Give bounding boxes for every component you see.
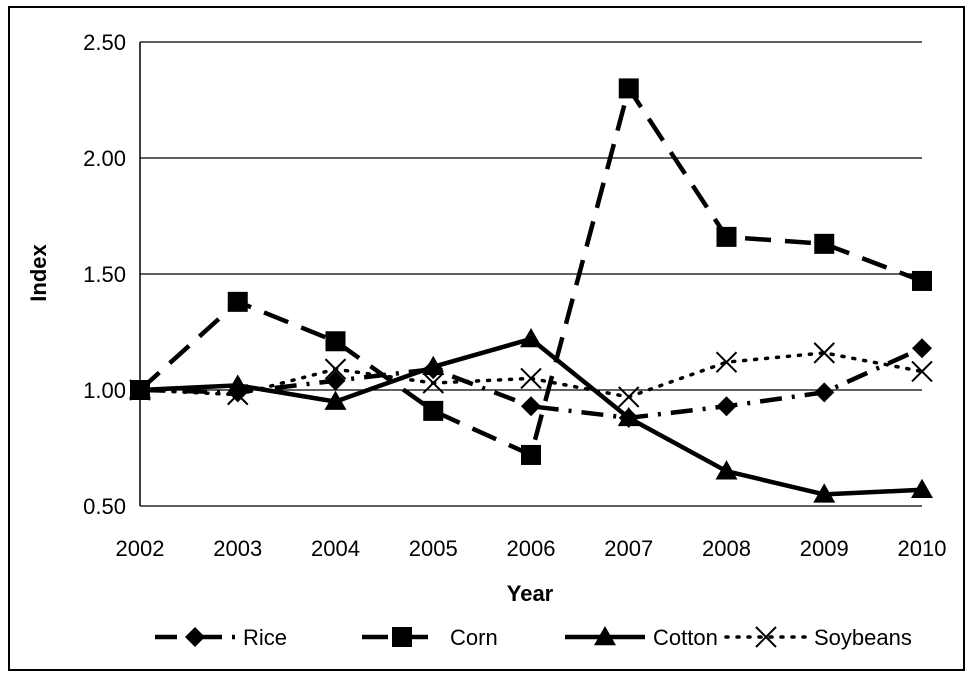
point-cotton-2007 bbox=[617, 406, 640, 427]
point-cotton-2008 bbox=[715, 460, 738, 480]
point-corn-2010 bbox=[912, 270, 932, 291]
point-corn-2003 bbox=[227, 291, 248, 312]
point-soybeans-2006-stroke-b bbox=[520, 367, 542, 390]
point-soybeans-2006 bbox=[520, 367, 542, 390]
gridlines bbox=[139, 41, 922, 507]
y-axis-title: Index bbox=[26, 244, 51, 302]
y-tick-label-1: 1.00 bbox=[83, 378, 126, 403]
point-cotton-2005 bbox=[422, 355, 445, 376]
point-soybeans-2008 bbox=[715, 351, 738, 373]
legend: Rice Corn Cotton Soybeans bbox=[155, 625, 912, 650]
point-corn-2009 bbox=[814, 233, 835, 254]
point-rice-2009 bbox=[814, 382, 835, 403]
y-tick-label-2: 1.50 bbox=[83, 262, 126, 287]
x-tick-label-6: 2008 bbox=[702, 536, 751, 561]
point-soybeans-2005 bbox=[422, 372, 444, 394]
legend-marker-corn bbox=[392, 627, 412, 647]
chart-frame bbox=[8, 6, 965, 671]
point-soybeans-2005-stroke-b bbox=[422, 372, 444, 394]
point-rice-2004 bbox=[325, 370, 346, 391]
point-soybeans-2009 bbox=[813, 342, 835, 364]
point-soybeans-2007 bbox=[618, 386, 640, 408]
point-soybeans-2003-stroke-b bbox=[227, 383, 249, 406]
y-tick-label-4: 2.50 bbox=[83, 30, 126, 55]
legend-marker-soybeans bbox=[755, 626, 777, 648]
point-rice-2010 bbox=[912, 338, 932, 359]
x-tick-label-0: 2002 bbox=[116, 536, 165, 561]
point-soybeans-2003 bbox=[227, 383, 249, 406]
point-soybeans-2009-stroke-b bbox=[813, 342, 835, 364]
legend-marker-soybeans-stroke-b bbox=[755, 626, 777, 648]
point-soybeans-2002 bbox=[129, 379, 151, 401]
x-tick-label-1: 2003 bbox=[213, 536, 262, 561]
legend-label-cotton: Cotton bbox=[653, 625, 718, 650]
x-tick-label-3: 2005 bbox=[409, 536, 458, 561]
point-cotton-2010 bbox=[911, 478, 933, 499]
point-cotton-2004 bbox=[324, 390, 347, 410]
x-axis-title: Year bbox=[507, 581, 554, 606]
legend-label-rice: Rice bbox=[243, 625, 287, 650]
point-soybeans-2008-stroke-b bbox=[715, 351, 738, 373]
legend-marker-rice bbox=[185, 627, 205, 647]
x-tick-label-5: 2007 bbox=[604, 536, 653, 561]
x-tick-label-4: 2006 bbox=[507, 536, 556, 561]
point-corn-2006 bbox=[521, 444, 541, 465]
y-tick-label-3: 2.00 bbox=[83, 146, 126, 171]
point-cotton-2006 bbox=[520, 327, 542, 348]
point-soybeans-2002-stroke-b bbox=[129, 379, 151, 401]
point-soybeans-2010 bbox=[911, 360, 933, 383]
point-soybeans-2004-stroke-b bbox=[324, 358, 347, 380]
y-tick-label-0: 0.50 bbox=[83, 494, 126, 519]
point-rice-2006 bbox=[521, 396, 541, 417]
point-corn-2007 bbox=[618, 78, 639, 99]
legend-label-corn: Corn bbox=[450, 625, 498, 650]
point-rice-2008 bbox=[716, 396, 737, 417]
point-soybeans-2007-stroke-b bbox=[618, 386, 640, 408]
x-tick-label-2: 2004 bbox=[311, 536, 360, 561]
point-corn-2005 bbox=[423, 400, 444, 421]
point-soybeans-2004 bbox=[324, 358, 347, 380]
series-markers bbox=[129, 78, 933, 503]
tick-labels: 0.50 1.00 1.50 2.00 2.50 2002 2003 2004 2005 2006… bbox=[83, 30, 946, 561]
legend-marker-cotton bbox=[594, 626, 616, 646]
legend-label-soybeans: Soybeans bbox=[814, 625, 912, 650]
series-line-cotton bbox=[139, 336, 923, 497]
x-tick-label-7: 2009 bbox=[800, 536, 849, 561]
point-soybeans-2010-stroke-b bbox=[911, 360, 933, 383]
point-cotton-2009 bbox=[813, 483, 836, 503]
point-corn-2008 bbox=[716, 226, 737, 247]
x-tick-label-8: 2010 bbox=[898, 536, 947, 561]
series-lines bbox=[138, 86, 924, 497]
point-corn-2004 bbox=[325, 331, 346, 352]
